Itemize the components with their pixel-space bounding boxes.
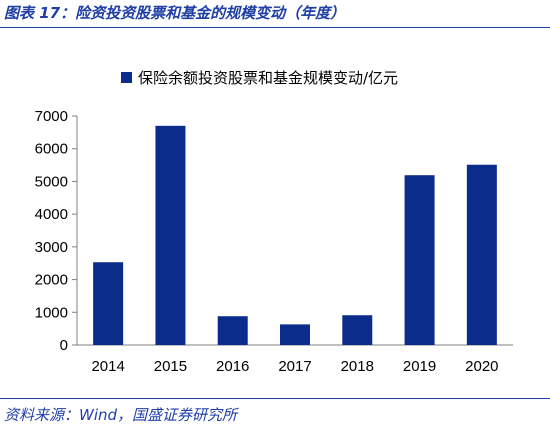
source-note: 资料来源：Wind，国盛证券研究所 bbox=[4, 406, 238, 424]
bars bbox=[93, 125, 497, 345]
x-tick-label-2020: 2020 bbox=[465, 358, 498, 375]
bar-2018 bbox=[342, 315, 373, 345]
x-tick-labels: 2014 2015 2016 2017 2018 2019 2020 bbox=[91, 358, 498, 375]
bar-chart: 保险余额投资股票和基金规模变动/亿元 0 1000 2000 3000 4000 5000… bbox=[35, 69, 513, 375]
y-tick-label: 7000 bbox=[35, 108, 68, 125]
bar-2017 bbox=[280, 324, 310, 345]
x-tick-label-2015: 2015 bbox=[154, 358, 187, 375]
title-rule bbox=[0, 27, 550, 28]
x-tick-label-2017: 2017 bbox=[278, 358, 311, 375]
chart-axes bbox=[72, 115, 513, 346]
y-tick-label: 0 bbox=[60, 337, 68, 354]
y-tick-labels: 0 1000 2000 3000 4000 5000 6000 7000 bbox=[35, 108, 68, 354]
bar-2015 bbox=[155, 125, 186, 345]
y-tick-label: 5000 bbox=[35, 173, 68, 190]
x-tick-label-2016: 2016 bbox=[216, 358, 249, 375]
y-tick-label: 4000 bbox=[35, 206, 68, 223]
source-rule bbox=[0, 398, 550, 399]
bar-2014 bbox=[93, 262, 124, 345]
y-tick-label: 6000 bbox=[35, 141, 68, 158]
legend-label: 保险余额投资股票和基金规模变动/亿元 bbox=[138, 69, 398, 87]
bar-2019 bbox=[404, 175, 435, 345]
x-tick-label-2014: 2014 bbox=[91, 358, 124, 375]
y-tick-label: 3000 bbox=[35, 239, 68, 256]
x-tick-label-2018: 2018 bbox=[341, 358, 374, 375]
chart-legend: 保险余额投资股票和基金规模变动/亿元 bbox=[121, 69, 398, 87]
y-tick-label: 2000 bbox=[35, 272, 68, 289]
x-tick-label-2019: 2019 bbox=[403, 358, 436, 375]
figure-title: 图表 17：险资投资股票和基金的规模变动（年度） bbox=[4, 4, 346, 22]
bar-2016 bbox=[217, 316, 248, 345]
bar-2020 bbox=[466, 164, 497, 345]
y-tick-label: 1000 bbox=[35, 304, 68, 321]
legend-swatch bbox=[121, 72, 132, 83]
